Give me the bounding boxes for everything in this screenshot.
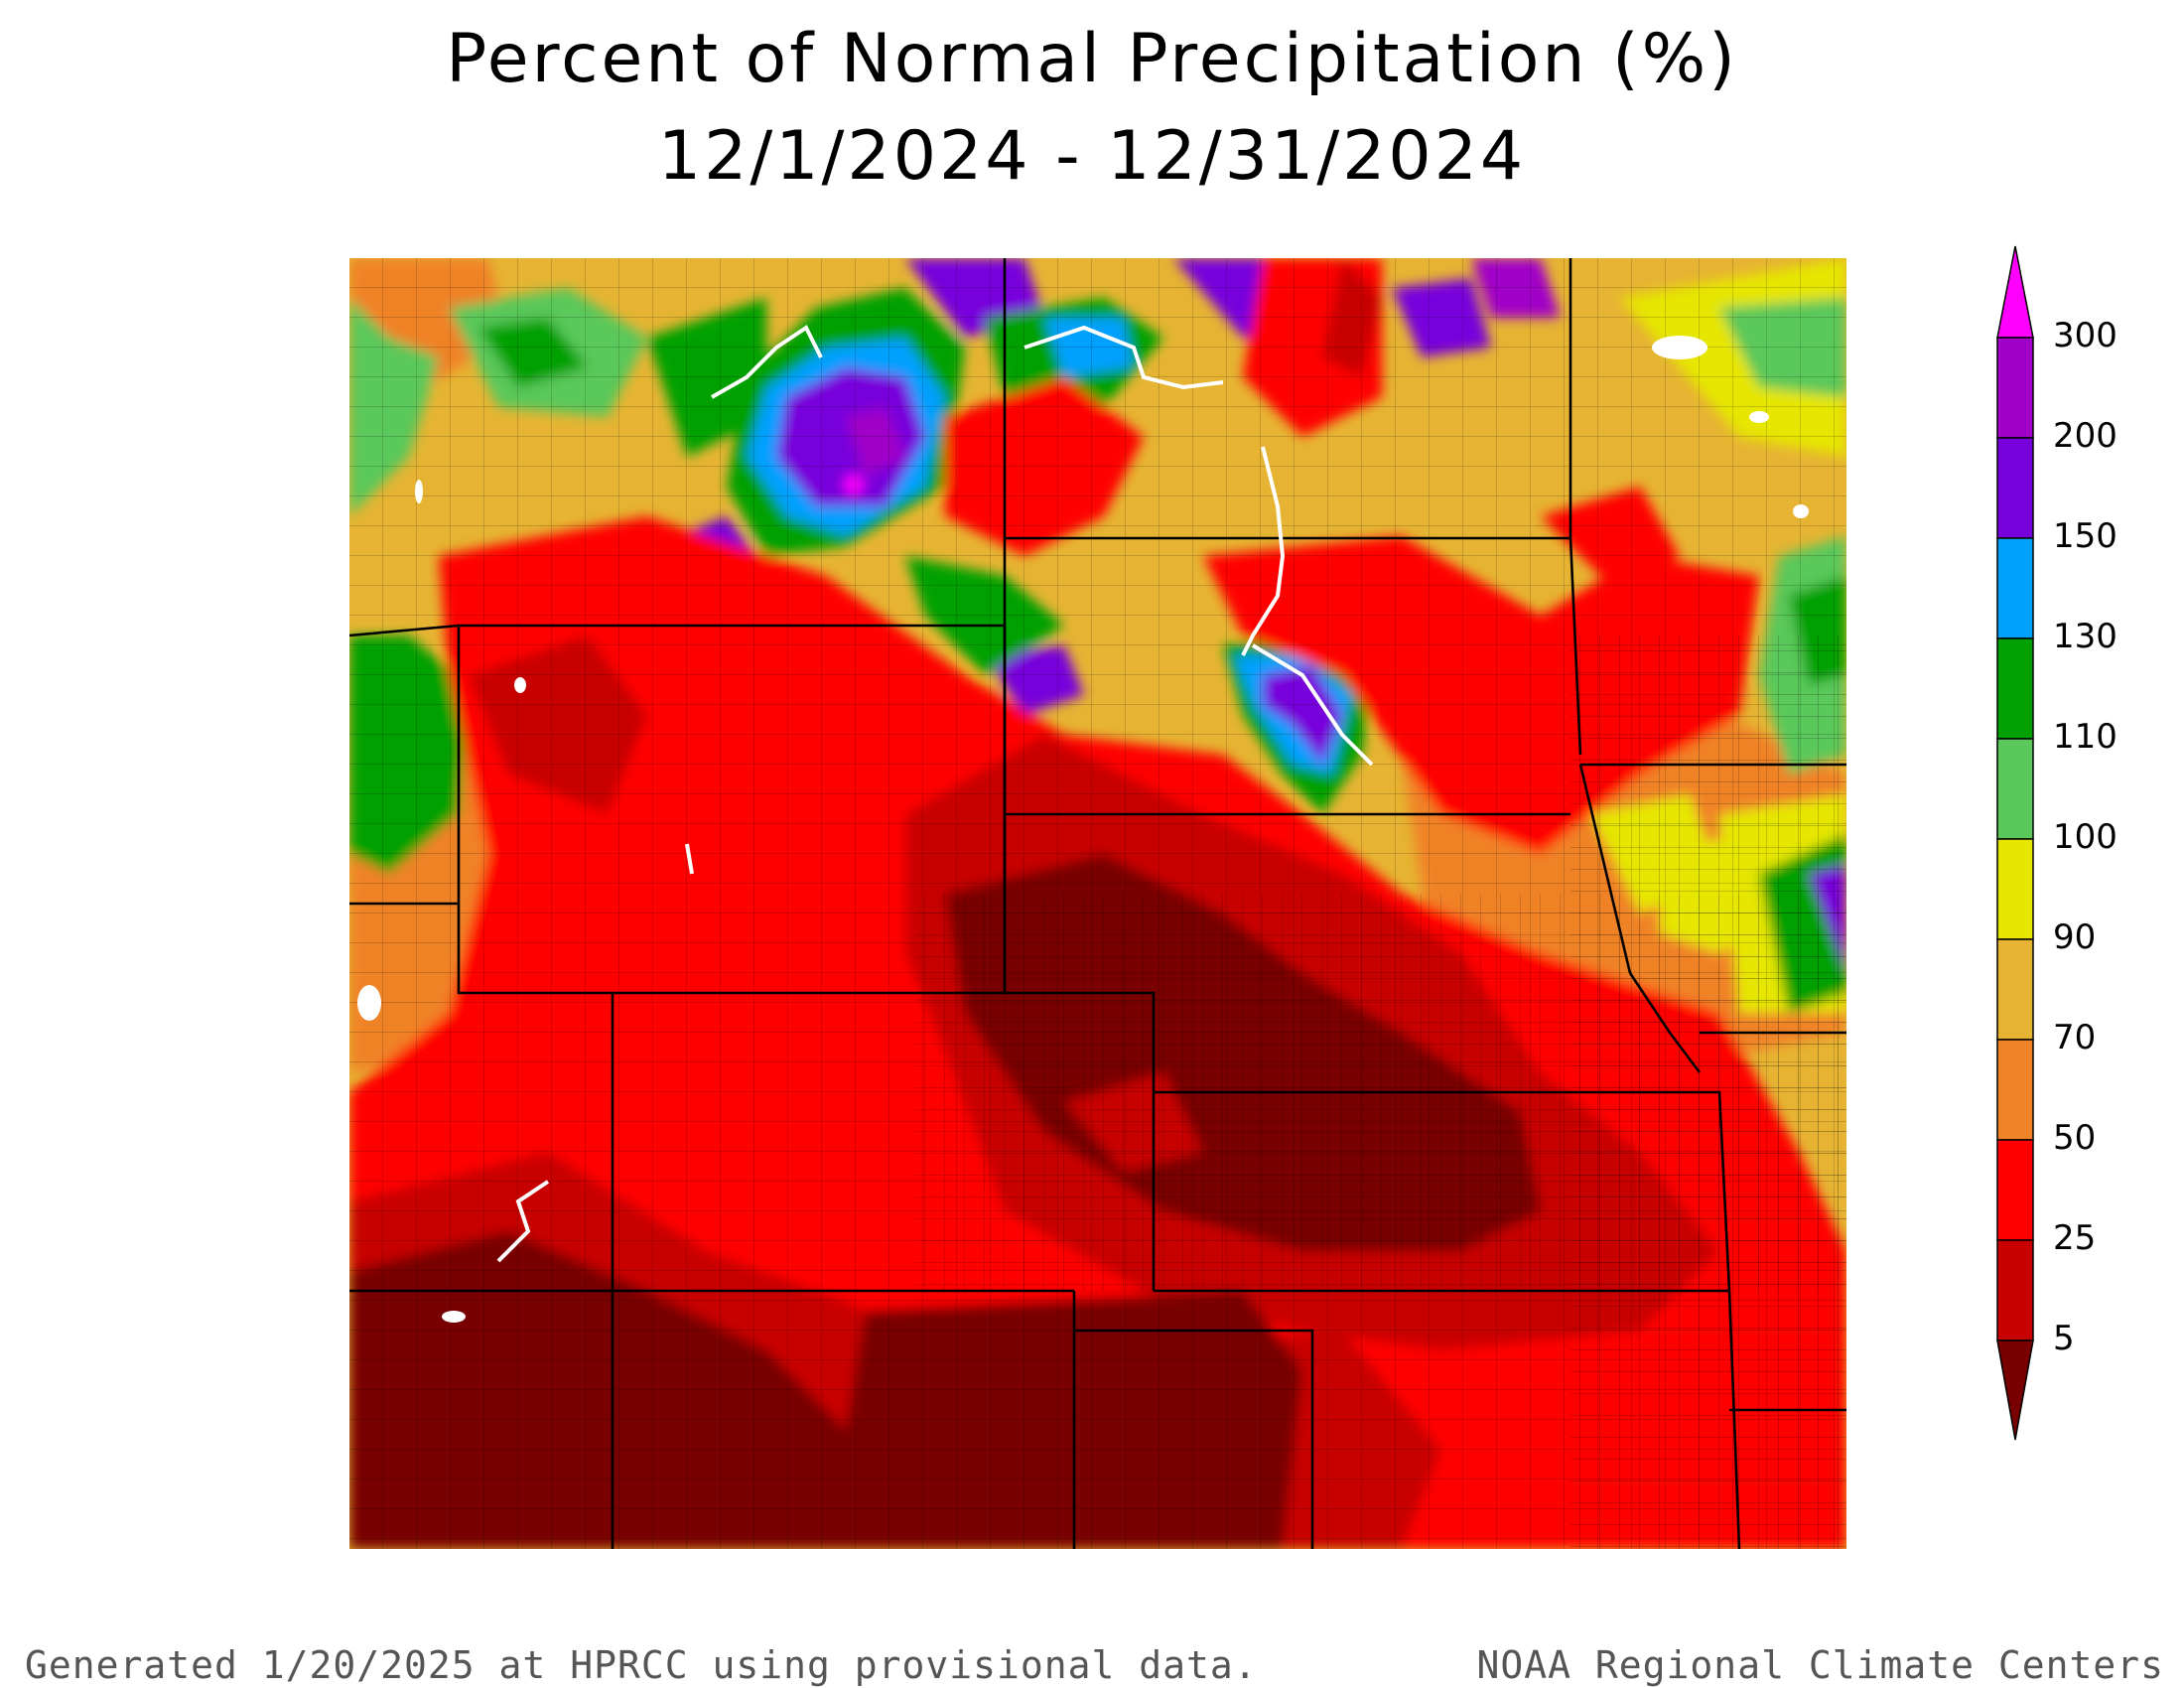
legend-top-arrow <box>1996 245 2034 339</box>
footer-credit: NOAA Regional Climate Centers <box>1476 1643 2164 1687</box>
legend-swatch-25 <box>1996 1139 2034 1241</box>
legend-label-70: 70 <box>2053 1018 2097 1057</box>
legend-swatch-150 <box>1996 437 2034 539</box>
footer-generated: Generated 1/20/2025 at HPRCC using provi… <box>25 1643 1258 1687</box>
map-title: Percent of Normal Precipitation (%) <box>446 20 1738 98</box>
map-date-range: 12/1/2024 - 12/31/2024 <box>657 117 1527 196</box>
precipitation-map <box>349 258 1846 1549</box>
legend-label-50: 50 <box>2053 1118 2097 1158</box>
legend-swatch-5 <box>1996 1239 2034 1341</box>
color-legend <box>1996 245 2034 1441</box>
legend-swatch-110 <box>1996 637 2034 740</box>
legend-bottom-arrow <box>1996 1339 2034 1441</box>
legend-swatch-200 <box>1996 337 2034 439</box>
legend-swatch-130 <box>1996 537 2034 639</box>
legend-label-5: 5 <box>2053 1319 2075 1358</box>
legend-label-150: 150 <box>2053 516 2117 556</box>
legend-swatch-100 <box>1996 738 2034 840</box>
legend-label-100: 100 <box>2053 817 2117 857</box>
legend-label-110: 110 <box>2053 717 2117 757</box>
legend-swatch-90 <box>1996 838 2034 940</box>
legend-swatch-50 <box>1996 1039 2034 1141</box>
legend-label-130: 130 <box>2053 617 2117 656</box>
legend-swatch-70 <box>1996 938 2034 1041</box>
legend-label-300: 300 <box>2053 316 2117 355</box>
legend-label-200: 200 <box>2053 416 2117 456</box>
legend-label-90: 90 <box>2053 917 2097 957</box>
legend-label-25: 25 <box>2053 1218 2097 1258</box>
